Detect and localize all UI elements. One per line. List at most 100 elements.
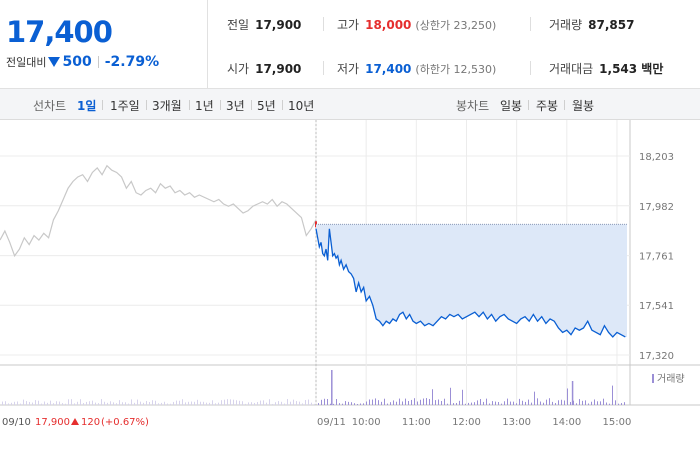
volume-bar [408, 401, 409, 405]
tab-5years[interactable]: 5년 [257, 99, 276, 113]
stat-value: 17,900 [255, 62, 302, 76]
volume-bar [203, 401, 204, 405]
volume-bar [206, 402, 207, 405]
volume-bar [324, 398, 325, 405]
volume-bar [423, 398, 424, 405]
line-chart-label: 선차트 [33, 99, 67, 113]
volume-bar [609, 403, 610, 405]
chart-tabbar: 선차트 1일 1주일 3개월 1년 3년 5년 10년 봉차트 일봉 주봉 월봉 [0, 89, 700, 120]
volume-bar [606, 402, 607, 405]
volume-bar [363, 403, 364, 405]
stat-amount: 거래대금 1,543 백만 [549, 60, 663, 77]
tab-3years[interactable]: 3년 [226, 99, 245, 113]
volume-bar [143, 402, 144, 405]
volume-bar [462, 389, 463, 405]
stat-value: 17,400 [365, 62, 412, 76]
tab-weekly-candle[interactable]: 주봉 [536, 99, 559, 113]
volume-bar [209, 402, 210, 405]
tab-daily-candle[interactable]: 일봉 [500, 99, 523, 113]
volume-bar [588, 403, 589, 405]
volume-bar [429, 399, 430, 405]
volume-bar [224, 399, 225, 405]
volume-bar [194, 401, 195, 405]
volume-bar [17, 401, 18, 405]
volume-bar [170, 403, 171, 405]
volume-bar [495, 401, 496, 405]
volume-legend-marker [652, 374, 654, 383]
volume-bar [71, 399, 72, 405]
volume-bar [504, 401, 505, 405]
volume-bar [384, 398, 385, 405]
prev-day-rate: (+0.67%) [101, 417, 149, 428]
tab-1week[interactable]: 1주일 [110, 99, 140, 113]
volume-bar [248, 402, 249, 405]
volume-bar [537, 398, 538, 405]
volume-bar [185, 402, 186, 405]
volume-bar [287, 399, 288, 405]
up-triangle-icon [71, 418, 79, 425]
volume-bar [74, 403, 75, 405]
volume-bar [528, 399, 529, 405]
volume-bar [525, 401, 526, 405]
previous-day-line [0, 164, 317, 258]
stat-volume: 거래량 87,857 [549, 16, 634, 33]
upper-limit: (상한가 23,250) [415, 19, 497, 32]
volume-bar [8, 403, 9, 405]
volume-bar [233, 399, 234, 405]
volume-bar [549, 398, 550, 405]
volume-bar [492, 401, 493, 405]
volume-bar [570, 401, 571, 405]
tab-10years[interactable]: 10년 [288, 99, 315, 113]
volume-bar [275, 402, 276, 405]
volume-bar [594, 399, 595, 405]
volume-bar [417, 401, 418, 405]
volume-bar [621, 403, 622, 405]
volume-bar [59, 401, 60, 405]
tab-1day[interactable]: 1일 [77, 99, 97, 113]
volume-bar [173, 401, 174, 405]
volume-bar [23, 399, 24, 405]
volume-bar [260, 400, 261, 405]
volume-bar [182, 399, 183, 405]
volume-bar [561, 399, 562, 405]
volume-bar [98, 403, 99, 405]
volume-bar [624, 402, 625, 405]
volume-bar [314, 403, 315, 405]
current-price-box: 17,400 전일대비 500 -2.79% [0, 0, 208, 89]
volume-bar [420, 399, 421, 405]
volume-bar [35, 400, 36, 405]
stat-value: 87,857 [588, 18, 635, 32]
volume-bar [387, 403, 388, 405]
volume-bar [342, 403, 343, 405]
candle-chart-label: 봉차트 [456, 99, 490, 113]
volume-bar [176, 400, 177, 405]
volume-bar [456, 402, 457, 405]
x-tick-label: 15:00 [603, 417, 632, 428]
price-line [315, 228, 626, 338]
tab-divider [102, 100, 103, 110]
tab-1year[interactable]: 1년 [195, 99, 214, 113]
volume-bar [585, 400, 586, 405]
volume-bar [179, 400, 180, 405]
volume-bar [351, 402, 352, 405]
volume-bar [321, 399, 322, 405]
volume-bar [489, 403, 490, 405]
divider [323, 61, 324, 75]
volume-bar [327, 399, 328, 405]
volume-bar [477, 400, 478, 405]
change-label: 전일대비 [6, 56, 47, 69]
volume-bar [230, 399, 231, 405]
tab-monthly-candle[interactable]: 월봉 [572, 99, 595, 113]
volume-bar [531, 402, 532, 405]
volume-bar [257, 402, 258, 405]
intraday-chart[interactable]: 18,203 17,982 17,761 17,541 17,320 거래량 09/11… [0, 120, 700, 450]
volume-bar [296, 401, 297, 405]
down-triangle-icon [48, 57, 61, 67]
tab-divider [282, 100, 283, 110]
volume-bar [414, 398, 415, 405]
x-tick-label: 10:00 [352, 417, 381, 428]
divider [530, 61, 531, 75]
volume-bar [447, 403, 448, 405]
tab-3months[interactable]: 3개월 [152, 99, 182, 113]
volume-bar [378, 400, 379, 405]
